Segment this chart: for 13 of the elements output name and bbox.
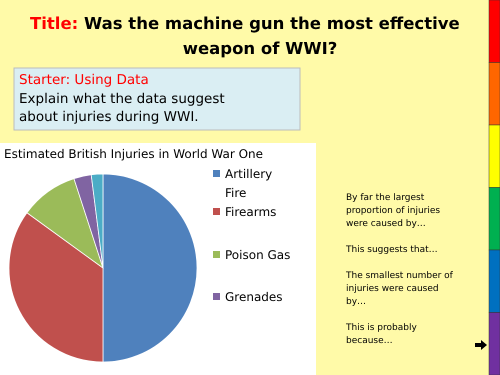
legend-label: Artillery Fire: [225, 167, 272, 200]
text: Starter: Using Data: [19, 72, 149, 88]
text: This is probably because…: [345, 323, 418, 346]
text: Explain what the data suggest about injuries during WWI.: [19, 91, 225, 125]
legend-label: Poison Gas: [225, 248, 290, 262]
text: Was the machine gun the most effective weapon of WWI?: [78, 14, 460, 58]
text: Title:: [30, 14, 78, 33]
text: The smallest number of injuries were caused by…: [345, 271, 454, 307]
text: By far the largest proportion of injuries were caused by…: [346, 193, 440, 229]
legend-label: Grenades: [225, 290, 283, 304]
chart-title: Estimated British Injuries in World War One: [4, 147, 264, 161]
text: This suggests that…: [345, 245, 438, 255]
legend-label: Firearms: [225, 205, 276, 219]
